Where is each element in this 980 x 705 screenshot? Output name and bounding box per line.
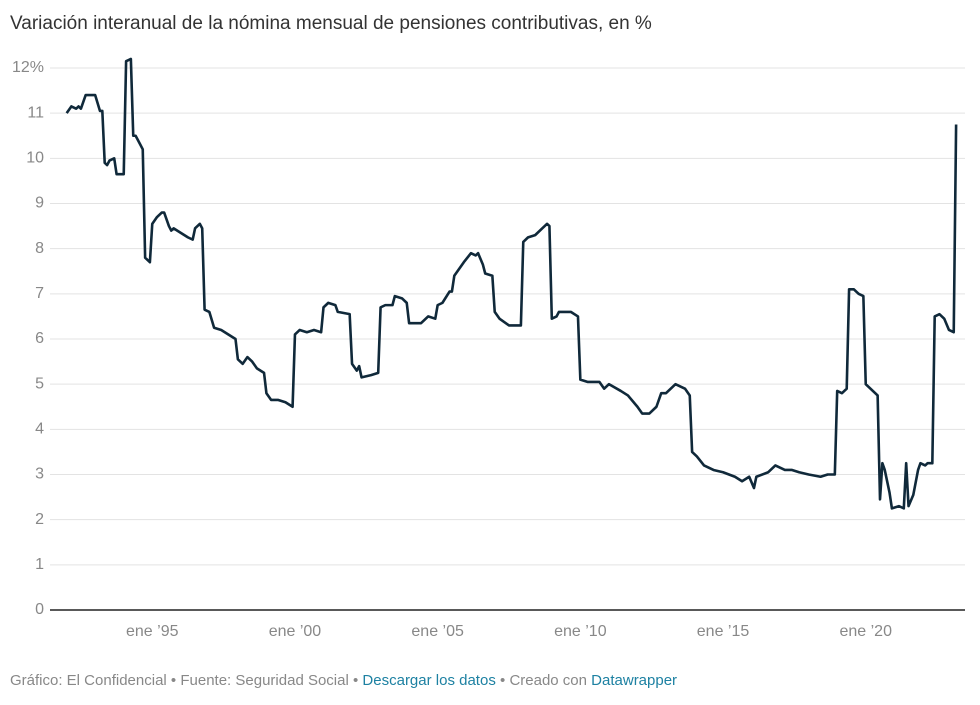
made-with: Creado con (509, 672, 587, 689)
download-link[interactable]: Descargar los datos (362, 672, 496, 689)
y-tick-label: 3 (35, 466, 44, 483)
y-tick-label: 4 (35, 421, 44, 438)
y-tick-label: 11 (27, 104, 44, 121)
tool-link[interactable]: Datawrapper (591, 672, 678, 689)
y-tick-label: 6 (35, 330, 44, 347)
chart-title: Variación interanual de la nómina mensua… (10, 13, 652, 34)
x-tick-label: ene ’10 (554, 623, 607, 640)
separator: • (170, 672, 177, 689)
x-tick-label: ene ’05 (411, 623, 464, 640)
footer: Gráfico: El Confidencial • Fuente: Segur… (10, 672, 677, 689)
y-tick-label: 1 (35, 556, 44, 573)
credit: Gráfico: El Confidencial (10, 672, 167, 689)
x-tick-label: ene ’00 (269, 623, 322, 640)
separator: • (352, 672, 359, 689)
x-tick-label: ene ’95 (126, 623, 179, 640)
y-tick-label: 10 (26, 150, 44, 167)
y-tick-label: 12% (12, 59, 44, 76)
y-tick-label: 5 (35, 375, 44, 392)
separator: • (500, 672, 506, 689)
y-tick-label: 8 (35, 240, 44, 257)
y-tick-label: 7 (35, 285, 44, 302)
x-tick-label: ene ’15 (697, 623, 750, 640)
x-tick-label: ene ’20 (839, 623, 892, 640)
y-tick-label: 0 (35, 601, 44, 618)
y-tick-label: 9 (35, 195, 44, 212)
chart: Variación interanual de la nómina mensua… (10, 13, 965, 640)
source: Fuente: Seguridad Social (180, 672, 349, 689)
data-line (65, 57, 958, 510)
y-tick-label: 2 (35, 511, 44, 528)
